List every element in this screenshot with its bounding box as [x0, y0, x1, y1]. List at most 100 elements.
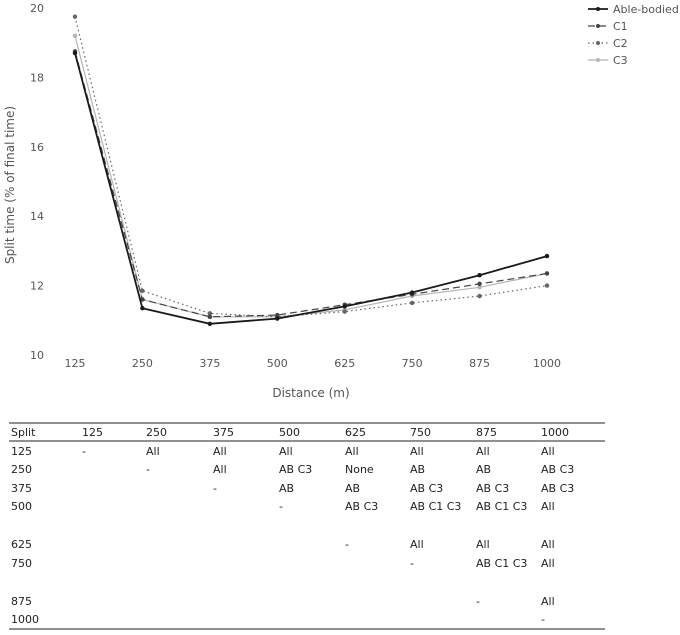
- x-tick-label: 750: [402, 357, 423, 370]
- table-cell: 1000: [11, 613, 39, 626]
- data-point: [477, 285, 482, 290]
- table-cell: AB C3: [476, 482, 509, 495]
- table-cell: All: [541, 500, 555, 513]
- table-cell: All: [410, 538, 424, 551]
- data-point: [544, 253, 550, 259]
- data-point: [409, 300, 415, 306]
- series-lines: [72, 14, 550, 326]
- table-cell: AB: [279, 482, 294, 495]
- y-tick-label: 16: [30, 141, 44, 154]
- table-cell: -: [476, 595, 480, 608]
- table-row: 250 - All AB C3 None AB AB AB C3: [11, 463, 574, 476]
- table-cell: -: [213, 482, 217, 495]
- table-cell: All: [476, 538, 490, 551]
- series-line: [74, 35, 548, 318]
- series-c1: [72, 49, 550, 320]
- y-axis-title: Split time (% of final time): [3, 106, 17, 264]
- table-cell: AB C1 C3: [476, 557, 527, 570]
- x-tick-labels: 125 250 375 500 625 750 875 1000: [65, 357, 562, 370]
- table-cell: AB C1 C3: [410, 500, 461, 513]
- table-cell: 875: [11, 595, 32, 608]
- table-header-cell: 500: [279, 426, 300, 439]
- legend-item: Able-bodied: [588, 3, 679, 16]
- data-point: [207, 314, 213, 320]
- table-row: 500 - AB C3 AB C1 C3 AB C1 C3 All: [11, 500, 555, 513]
- table-cell: All: [541, 538, 555, 551]
- table-cell: All: [541, 445, 555, 458]
- x-tick-label: 375: [199, 357, 220, 370]
- series-line: [74, 51, 548, 318]
- table-cell: 500: [11, 500, 32, 513]
- legend-item: C1: [588, 20, 628, 33]
- table-cell: 375: [11, 482, 32, 495]
- table-cell: All: [541, 557, 555, 570]
- table-row: 125 - All All All All All All All: [11, 445, 555, 458]
- legend-item: C3: [588, 54, 628, 67]
- y-tick-label: 18: [30, 71, 44, 84]
- legend-item: C2: [588, 37, 628, 50]
- table-header-cell: 875: [476, 426, 497, 439]
- table-cell: AB C3: [345, 500, 378, 513]
- table-cell: -: [82, 445, 86, 458]
- table-cell: AB C3: [541, 482, 574, 495]
- legend-label: C1: [613, 20, 628, 33]
- table-cell: -: [541, 613, 545, 626]
- legend-marker: [596, 41, 600, 45]
- table-row: 875 - All: [11, 595, 555, 608]
- table-header-cell: 250: [146, 426, 167, 439]
- legend-label: C2: [613, 37, 628, 50]
- y-tick-label: 12: [30, 280, 44, 293]
- series-line: [74, 16, 548, 318]
- legend-marker: [596, 7, 600, 11]
- data-point: [207, 311, 213, 316]
- legend-marker: [596, 58, 600, 62]
- table-cell: All: [476, 445, 490, 458]
- legend-marker: [596, 24, 600, 28]
- data-point: [477, 272, 482, 278]
- series-line: [74, 52, 548, 325]
- data-point: [140, 297, 145, 302]
- series-c2: [72, 14, 550, 320]
- table-cell: 750: [11, 557, 32, 570]
- x-tick-label: 1000: [533, 357, 561, 370]
- x-tick-label: 625: [334, 357, 355, 370]
- table-row: 375 - AB AB AB C3 AB C3 AB C3: [11, 482, 574, 495]
- x-tick-label: 125: [65, 357, 86, 370]
- data-point: [72, 14, 78, 19]
- series-able-bodied: [72, 50, 550, 326]
- table-header-cell: 625: [345, 426, 366, 439]
- data-point: [140, 305, 145, 311]
- data-point: [409, 290, 415, 295]
- data-point: [342, 309, 347, 314]
- table-cell: -: [146, 463, 150, 476]
- x-axis-label: Distance (m): [272, 386, 349, 400]
- data-point: [544, 271, 550, 276]
- table-cell: AB: [345, 482, 360, 495]
- table-cell: -: [279, 500, 283, 513]
- y-tick-label: 14: [30, 210, 44, 223]
- table-cell: None: [345, 463, 374, 476]
- table-header-cell: 125: [82, 426, 103, 439]
- table-row: 1000 -: [11, 613, 545, 626]
- table-cell: All: [213, 463, 227, 476]
- y-axis-label: Split time (% of final time): [3, 106, 17, 264]
- table-cell: AB C3: [410, 482, 443, 495]
- x-tick-label: 250: [132, 357, 153, 370]
- table-cell: All: [410, 445, 424, 458]
- table-header-cell: 1000: [541, 426, 569, 439]
- legend: Able-bodied C1 C2 C3: [588, 3, 679, 67]
- data-point: [477, 293, 482, 299]
- table-cell: AB: [476, 463, 491, 476]
- data-point: [342, 304, 347, 309]
- x-tick-label: 875: [469, 357, 490, 370]
- table-cell: All: [541, 595, 555, 608]
- table-row: 750 - AB C1 C3 All: [11, 557, 555, 570]
- legend-label: C3: [613, 54, 628, 67]
- table-cell: 125: [11, 445, 32, 458]
- data-point: [72, 50, 78, 56]
- table-cell: All: [345, 445, 359, 458]
- table-header-cell: Split: [11, 426, 36, 439]
- table-cell: AB C1 C3: [476, 500, 527, 513]
- data-point: [140, 288, 145, 294]
- y-tick-labels: 10 12 14 16 18 20: [30, 2, 44, 362]
